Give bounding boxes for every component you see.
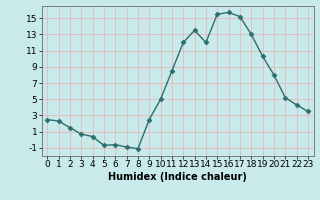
- X-axis label: Humidex (Indice chaleur): Humidex (Indice chaleur): [108, 172, 247, 182]
